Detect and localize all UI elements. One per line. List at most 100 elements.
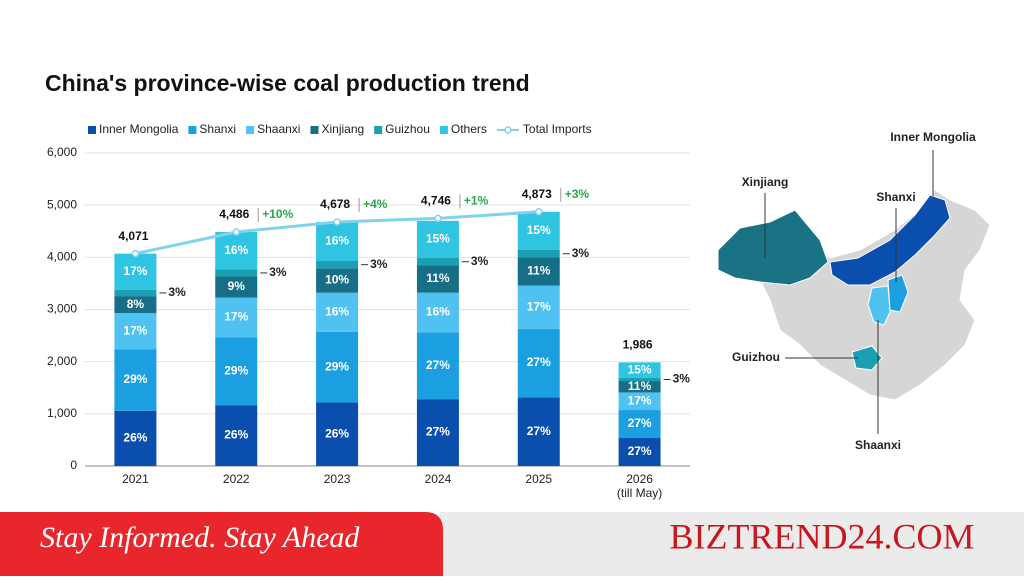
bar-segment	[316, 402, 359, 466]
bar-segment	[114, 289, 157, 297]
segment-label: 27%	[527, 424, 551, 438]
legend-label: Guizhou	[385, 122, 430, 136]
bar-segment	[114, 410, 157, 466]
segment-label: 26%	[123, 431, 147, 445]
legend-swatch	[188, 126, 197, 134]
map-label: Inner Mongolia	[890, 130, 976, 144]
segment-label: 26%	[224, 428, 248, 442]
legend-label: Shanxi	[199, 122, 236, 136]
segment-label: 8%	[127, 297, 145, 311]
line-marker	[131, 249, 140, 258]
growth-label: +10%	[262, 207, 293, 221]
legend-label: Inner Mongolia	[99, 122, 179, 136]
legend-swatch	[246, 126, 255, 134]
segment-label: 17%	[123, 323, 147, 337]
bar-segment	[215, 297, 258, 338]
bar-segment	[517, 249, 560, 258]
segment-label: 11%	[628, 379, 652, 393]
legend-swatch	[310, 126, 319, 134]
segment-label: 9%	[228, 279, 246, 293]
bar-segment	[618, 377, 661, 382]
segment-label: 16%	[426, 305, 450, 319]
line-marker	[535, 208, 543, 216]
total-label: 4,071	[118, 229, 148, 243]
bar-segment	[215, 231, 258, 270]
bar-segment	[416, 220, 459, 259]
bar-segment	[416, 265, 459, 293]
map-label: Xinjiang	[742, 175, 789, 189]
bar-segment	[618, 381, 661, 393]
tagline-band	[0, 512, 443, 576]
bar-segment	[215, 337, 258, 406]
bar-segment	[215, 269, 258, 277]
map-label: Shanxi	[876, 190, 915, 204]
bar-segment	[618, 392, 661, 411]
total-label: 4,678	[320, 197, 350, 211]
x-tick-label: 2023	[324, 472, 351, 486]
segment-label: 17%	[224, 310, 248, 324]
segment-label: 27%	[628, 416, 652, 430]
tagline: Stay Informed. Stay Ahead	[40, 521, 360, 554]
bar-segment	[517, 285, 560, 329]
x-tick-label: 2025	[525, 472, 552, 486]
legend-marker	[504, 126, 512, 134]
chart-title: China's province-wise coal production tr…	[45, 70, 530, 96]
bar-segment	[316, 221, 359, 262]
segment-label: 29%	[224, 363, 248, 377]
map-label: Guizhou	[732, 350, 780, 364]
bar-segment	[316, 292, 359, 332]
bar-segment	[618, 362, 661, 378]
legend-swatch	[374, 126, 383, 134]
segment-label: 27%	[527, 355, 551, 369]
y-tick-label: 4,000	[47, 250, 77, 264]
segment-label: 27%	[426, 358, 450, 372]
bar-segment	[114, 349, 157, 411]
inner-mongolia-region	[829, 194, 951, 286]
segment-label: 15%	[628, 362, 652, 376]
map: Inner Mongolia Xinjiang Shanxi Guizhou S…	[717, 130, 991, 452]
y-tick-label: 6,000	[47, 145, 77, 159]
bar-segment	[114, 296, 157, 314]
bar-segment	[517, 257, 560, 286]
bar-segment	[316, 268, 359, 293]
bar-segment	[517, 211, 560, 250]
bar-segment	[618, 438, 661, 466]
bar-segment	[416, 258, 459, 266]
footer-band	[440, 512, 1024, 576]
y-tick-label: 2,000	[47, 354, 77, 368]
bar-segment	[215, 405, 258, 466]
segment-label: 11%	[426, 271, 450, 285]
segment-label: 17%	[527, 299, 551, 313]
y-tick-label: 5,000	[47, 197, 77, 211]
segment-label: 3%	[572, 246, 590, 260]
bar-segment	[416, 399, 459, 466]
x-tick-label: 2022	[223, 472, 250, 486]
bar-segment	[215, 276, 258, 298]
y-tick-label: 3,000	[47, 302, 77, 316]
total-label: 1,986	[623, 338, 653, 352]
segment-label: 3%	[673, 372, 691, 386]
segment-label: 27%	[628, 444, 652, 458]
bar-segment	[316, 331, 359, 403]
y-tick-label: 1,000	[47, 406, 77, 420]
line-marker	[232, 228, 240, 236]
map-label: Shaanxi	[855, 438, 901, 452]
y-tick-label: 0	[70, 458, 77, 472]
bar-segment	[517, 328, 560, 398]
segment-label: 3%	[370, 257, 388, 271]
segment-label: 29%	[123, 372, 147, 386]
bar-segment	[316, 261, 359, 269]
brand: BIZTREND24.COM	[670, 516, 975, 556]
segment-label: 17%	[628, 393, 652, 407]
segment-label: 15%	[527, 223, 551, 237]
segment-label: 3%	[269, 265, 287, 279]
bar-segment	[618, 410, 661, 439]
bar-segment	[114, 313, 157, 350]
legend-label: Others	[451, 122, 487, 136]
legend-label: Shaanxi	[257, 122, 300, 136]
legend-swatch	[88, 126, 96, 134]
bar-segment	[416, 292, 459, 333]
total-label: 4,486	[219, 207, 249, 221]
growth-label: +1%	[464, 194, 489, 208]
